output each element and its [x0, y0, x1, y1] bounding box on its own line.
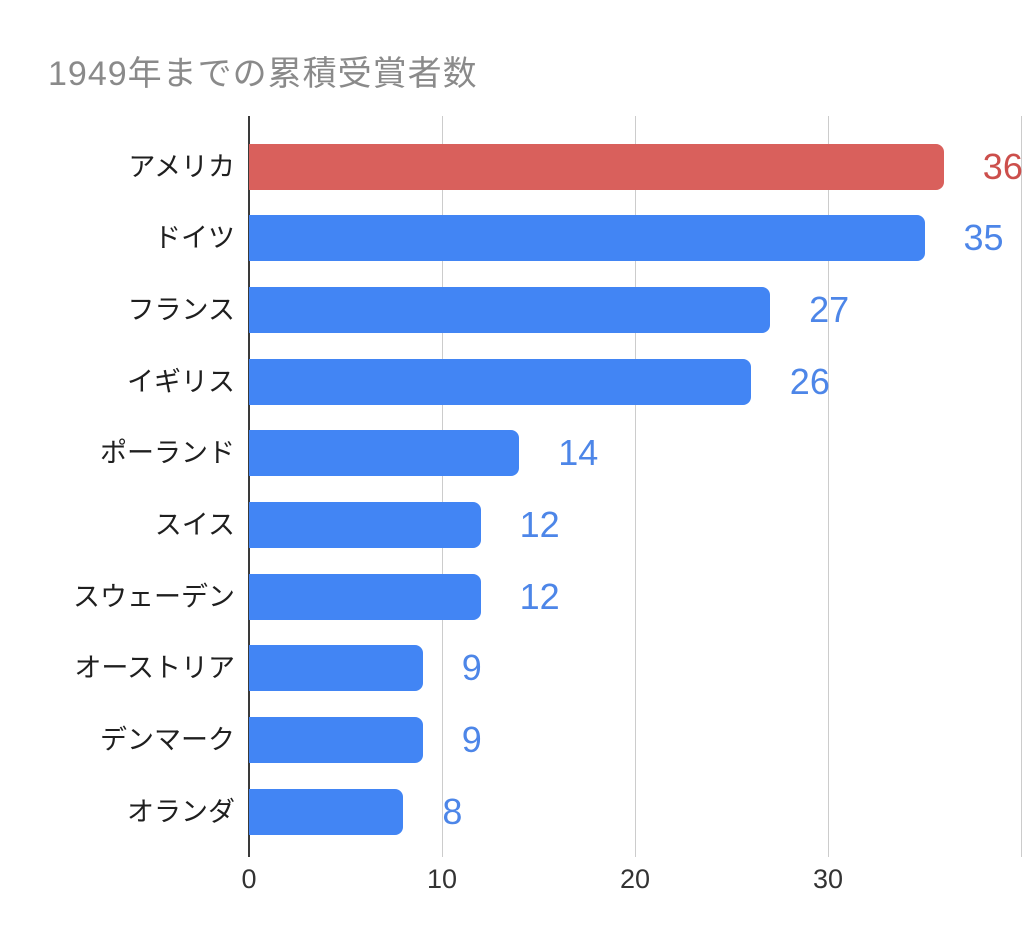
- gridline-x-10: [442, 116, 443, 857]
- bar-スイス: [249, 502, 481, 548]
- category-label-ポーランド: ポーランド: [100, 438, 235, 469]
- category-label-フランス: フランス: [127, 294, 235, 325]
- category-label-スイス: スイス: [154, 510, 235, 540]
- category-label-デンマーク: デンマーク: [100, 725, 235, 756]
- bar-オランダ: [249, 788, 404, 835]
- plot-area: [248, 116, 1022, 857]
- value-label-イギリス: 26: [789, 360, 830, 402]
- bar-イギリス: [249, 358, 751, 405]
- value-label-オーストリア: 9: [461, 647, 482, 689]
- bar-フランス: [249, 286, 771, 333]
- value-label-デンマーク: 9: [461, 719, 482, 761]
- value-label-ポーランド: 14: [558, 432, 599, 474]
- value-label-スウェーデン: 12: [519, 575, 560, 617]
- bar-オーストリア: [249, 645, 423, 692]
- bar-ポーランド: [249, 430, 520, 477]
- gridline-x-40: [1021, 116, 1022, 857]
- category-label-スウェーデン: スウェーデン: [73, 581, 235, 612]
- gridline-x-20: [635, 116, 636, 857]
- x-tick-label-30: 30: [812, 864, 844, 894]
- bar-ドイツ: [249, 215, 925, 262]
- value-label-アメリカ: 36: [982, 145, 1023, 187]
- x-tick-label-10: 10: [426, 864, 458, 894]
- bar-スウェーデン: [249, 573, 481, 620]
- value-label-ドイツ: 35: [963, 217, 1004, 259]
- x-tick-label-0: 0: [241, 864, 257, 894]
- bar-アメリカ: [249, 143, 944, 190]
- gridline-x-30: [828, 116, 829, 857]
- category-label-アメリカ: アメリカ: [128, 151, 235, 182]
- category-label-ドイツ: ドイツ: [154, 223, 235, 254]
- y-axis-line: [248, 116, 250, 857]
- category-label-オーストリア: オーストリア: [74, 653, 235, 684]
- value-label-オランダ: 8: [442, 790, 463, 832]
- x-tick-label-20: 20: [619, 864, 651, 894]
- category-label-イギリス: イギリス: [127, 366, 235, 397]
- category-label-オランダ: オランダ: [127, 796, 235, 827]
- bar-デンマーク: [249, 717, 423, 764]
- chart-title: 1949年までの累積受賞者数: [48, 55, 478, 93]
- value-label-フランス: 27: [809, 288, 850, 330]
- value-label-スイス: 12: [519, 504, 560, 545]
